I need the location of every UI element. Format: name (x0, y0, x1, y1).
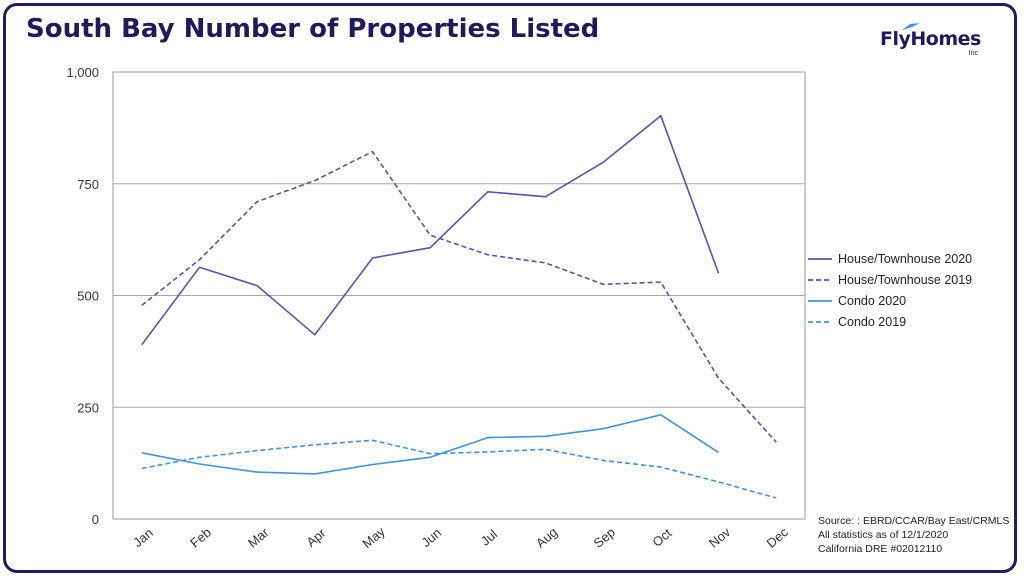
legend-item: Condo 2020 (808, 290, 972, 311)
x-tick-label: Apr (303, 525, 329, 550)
chart-frame (3, 3, 1017, 573)
x-tick-label: Nov (706, 524, 734, 551)
grid-lines (112, 71, 806, 520)
series-line (141, 115, 720, 346)
logo-text: FlyHomes (880, 28, 981, 50)
x-tick-label: Dec (764, 524, 792, 551)
x-axis-ticks: Jan Feb Mar Apr May Jun Jul Aug Sep Oct Nov Dec (130, 524, 791, 552)
x-tick-label: Jan (130, 525, 156, 550)
y-tick-label: 1,000 (66, 65, 99, 80)
legend-item: House/Townhouse 2020 (808, 248, 972, 269)
series-line (141, 414, 719, 475)
legend-swatch (808, 299, 832, 302)
source-line: Source: : EBRD/CCAR/Bay East/CRMLS (818, 515, 1010, 527)
y-tick-label: 250 (77, 400, 99, 415)
y-tick-label: 0 (92, 512, 99, 527)
logo-subtext: Inc (968, 50, 978, 57)
chart-legend: House/Townhouse 2020 House/Townhouse 2019… (808, 248, 972, 332)
series-lines (141, 115, 777, 499)
x-tick-label: Oct (649, 525, 674, 550)
x-tick-label: Sep (591, 524, 618, 550)
x-tick-label: May (359, 524, 388, 552)
brand-logo: FlyHomes Inc (876, 20, 986, 60)
legend-swatch (808, 257, 832, 260)
series-line (141, 150, 777, 443)
legend-swatch (808, 320, 832, 323)
series-line (141, 439, 777, 499)
legend-label: House/Townhouse 2019 (838, 272, 973, 287)
y-axis-ticks: 0 250 500 750 1,000 (66, 65, 99, 527)
x-tick-label: Jul (478, 526, 500, 548)
bird-icon (902, 23, 920, 30)
x-tick-label: Feb (187, 525, 214, 551)
legend-item: House/Townhouse 2019 (808, 269, 972, 290)
y-tick-label: 500 (77, 289, 99, 304)
legend-swatch (808, 278, 832, 281)
source-note: Source: : EBRD/CCAR/Bay East/CRMLS All s… (818, 514, 1009, 556)
legend-label: Condo 2020 (838, 293, 907, 308)
x-tick-label: Mar (245, 524, 272, 550)
chart-title: South Bay Number of Properties Listed (26, 14, 600, 44)
x-tick-label: Aug (533, 524, 560, 550)
legend-label: Condo 2019 (838, 314, 907, 329)
x-tick-label: Jun (418, 525, 444, 550)
stats-date-line: All statistics as of 12/1/2020 (818, 529, 949, 541)
legend-item: Condo 2019 (808, 311, 972, 332)
y-tick-label: 750 (77, 177, 99, 192)
legend-label: House/Townhouse 2020 (838, 251, 973, 266)
dre-line: California DRE #02012110 (818, 543, 943, 555)
